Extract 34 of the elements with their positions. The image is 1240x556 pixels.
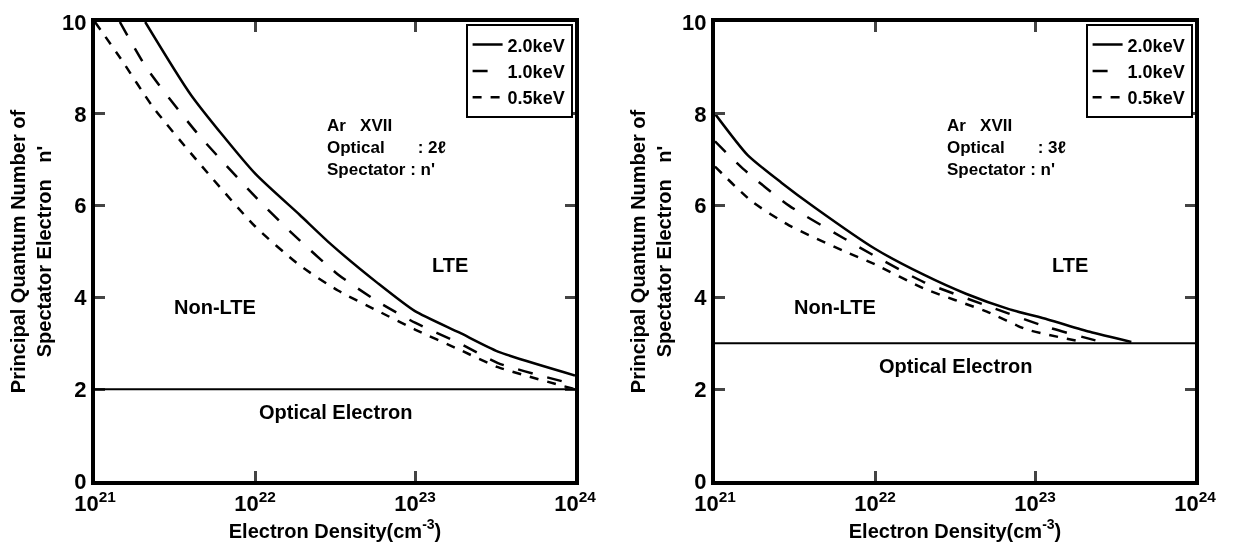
y-tick-label: 2 xyxy=(74,376,87,402)
legend-label: 0.5keV xyxy=(507,88,565,109)
legend-label: 2.0keV xyxy=(1127,35,1185,56)
y-tick-label: 10 xyxy=(682,9,707,35)
x-tick-label: 10$^{23}$ xyxy=(1014,488,1056,517)
y-tick-label: 8 xyxy=(74,101,87,127)
x-axis-title: Electron Density(cm$^{-3}$) xyxy=(848,516,1062,542)
legend-label: 2.0keV xyxy=(507,35,565,56)
y-tick-label: 10 xyxy=(62,9,87,35)
x-tick-label: 10$^{24}$ xyxy=(554,488,597,517)
annotation: Non-LTE xyxy=(794,296,876,318)
legend-label: 1.0keV xyxy=(507,61,565,82)
legend-label: 1.0keV xyxy=(1127,61,1185,82)
legend-label: 0.5keV xyxy=(1127,88,1185,109)
y-axis-title: Principal Quantum Number of Spectator Electron n' xyxy=(7,109,56,394)
y-tick-label: 2 xyxy=(694,376,707,402)
annotation: Ar XVII Optical : 2ℓ Spectator : n' xyxy=(327,116,446,180)
ref-line-label: Optical Electron xyxy=(259,401,413,423)
annotation: Non-LTE xyxy=(174,296,256,318)
x-tick-label: 10$^{22}$ xyxy=(854,488,896,517)
y-tick-label: 4 xyxy=(74,285,88,311)
x-tick-label: 10$^{24}$ xyxy=(1174,488,1217,517)
y-tick-label: 6 xyxy=(694,193,707,219)
y-tick-label: 6 xyxy=(74,193,87,219)
annotation: LTE xyxy=(1052,254,1089,276)
y-tick-label: 8 xyxy=(694,101,707,127)
ref-line-label: Optical Electron xyxy=(879,355,1033,377)
x-tick-label: 10$^{22}$ xyxy=(234,488,276,517)
annotation: Ar XVII Optical : 3ℓ Spectator : n' xyxy=(947,116,1066,180)
annotation: LTE xyxy=(432,254,469,276)
y-axis-title: Principal Quantum Number of Spectator Electron n' xyxy=(627,109,676,394)
y-tick-label: 4 xyxy=(694,285,708,311)
x-tick-label: 10$^{23}$ xyxy=(394,488,436,517)
x-axis-title: Electron Density(cm$^{-3}$) xyxy=(228,516,442,542)
